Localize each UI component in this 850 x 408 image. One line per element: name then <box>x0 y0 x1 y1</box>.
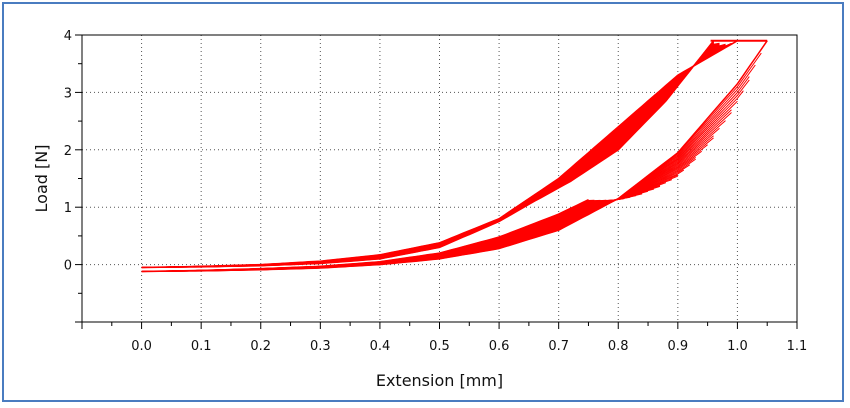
band-curve <box>141 44 726 268</box>
band-curve <box>141 43 732 268</box>
series-line-2 <box>141 40 715 269</box>
x-tick-label: 0.7 <box>548 339 569 354</box>
band-curve <box>141 42 732 268</box>
band-curve <box>141 137 714 272</box>
x-tick-label: 0.0 <box>131 339 152 354</box>
x-axis-ticks: 0.0 0.1 0.2 0.3 0.4 0.5 0.6 0.7 0.8 0.9 1.0 1.1 <box>81 322 808 354</box>
band-curve <box>141 43 732 268</box>
band-curve <box>141 156 696 272</box>
y-tick-label: 4 <box>64 29 72 44</box>
x-tick-label: 0.1 <box>191 339 212 354</box>
series-line-1 <box>141 40 738 269</box>
x-tick-label: 0.3 <box>310 339 331 354</box>
x-tick-label: 0.9 <box>667 339 688 354</box>
x-axis-title: Extension [mm] <box>376 371 503 390</box>
x-tick-label: 0.5 <box>429 339 450 354</box>
band-curve <box>141 43 732 268</box>
band-curve <box>141 40 714 268</box>
band-curve <box>141 197 625 272</box>
x-tick-label: 0.4 <box>370 339 391 354</box>
chart-frame <box>2 2 844 402</box>
x-tick-label: 0.6 <box>489 339 510 354</box>
band-curve <box>141 42 714 268</box>
band-curve <box>141 44 726 268</box>
band-curve <box>141 43 720 268</box>
band-curve <box>141 42 720 268</box>
band-curve <box>141 42 714 268</box>
band-curve <box>141 150 702 272</box>
band-curve <box>141 144 708 272</box>
grid <box>82 35 797 322</box>
band-curve <box>141 41 714 268</box>
band-curve <box>141 42 732 268</box>
band-curve <box>141 44 720 268</box>
series-lines <box>141 39 768 273</box>
band-curve <box>141 45 726 268</box>
series-line-4 <box>141 40 768 273</box>
x-tick-label: 1.0 <box>727 339 748 354</box>
y-tick-label: 3 <box>64 86 72 101</box>
band-curve <box>141 41 714 268</box>
band-curve <box>141 44 726 268</box>
band-curve <box>141 135 714 272</box>
y-tick-label: 2 <box>64 144 72 159</box>
x-tick-label: 0.8 <box>608 339 629 354</box>
y-axis-title: Load [N] <box>32 145 51 213</box>
band-curve <box>141 43 732 268</box>
band-curve <box>141 43 714 268</box>
band-curve <box>141 43 720 268</box>
band-curve <box>141 43 720 268</box>
band-curve <box>141 42 714 268</box>
band-curve <box>141 164 691 272</box>
band-curve <box>141 158 696 272</box>
band-curve <box>141 44 720 268</box>
band-curve <box>141 44 720 268</box>
band-curve <box>141 43 732 268</box>
band-curve <box>141 41 714 268</box>
band-curve <box>141 43 720 268</box>
band-curve <box>141 43 732 268</box>
band-curve <box>141 44 726 268</box>
band-curve <box>141 43 726 268</box>
band-curve <box>141 43 732 268</box>
x-tick-label: 0.2 <box>250 339 271 354</box>
band-curve <box>141 40 738 268</box>
band-curve <box>141 45 720 268</box>
band-curve <box>141 40 714 268</box>
band-curve <box>141 45 726 268</box>
band-curve <box>141 43 726 268</box>
band-curve <box>141 44 720 268</box>
band-curve <box>141 43 714 268</box>
y-axis-ticks: 0 1 2 3 4 <box>64 29 82 323</box>
band-curve <box>141 44 726 268</box>
x-tick-label: 1.1 <box>787 339 808 354</box>
band-curve <box>141 44 726 268</box>
y-tick-label: 1 <box>64 201 72 216</box>
band-curve <box>141 43 732 268</box>
y-tick-label: 0 <box>64 259 72 274</box>
plot-area-border <box>81 34 798 323</box>
